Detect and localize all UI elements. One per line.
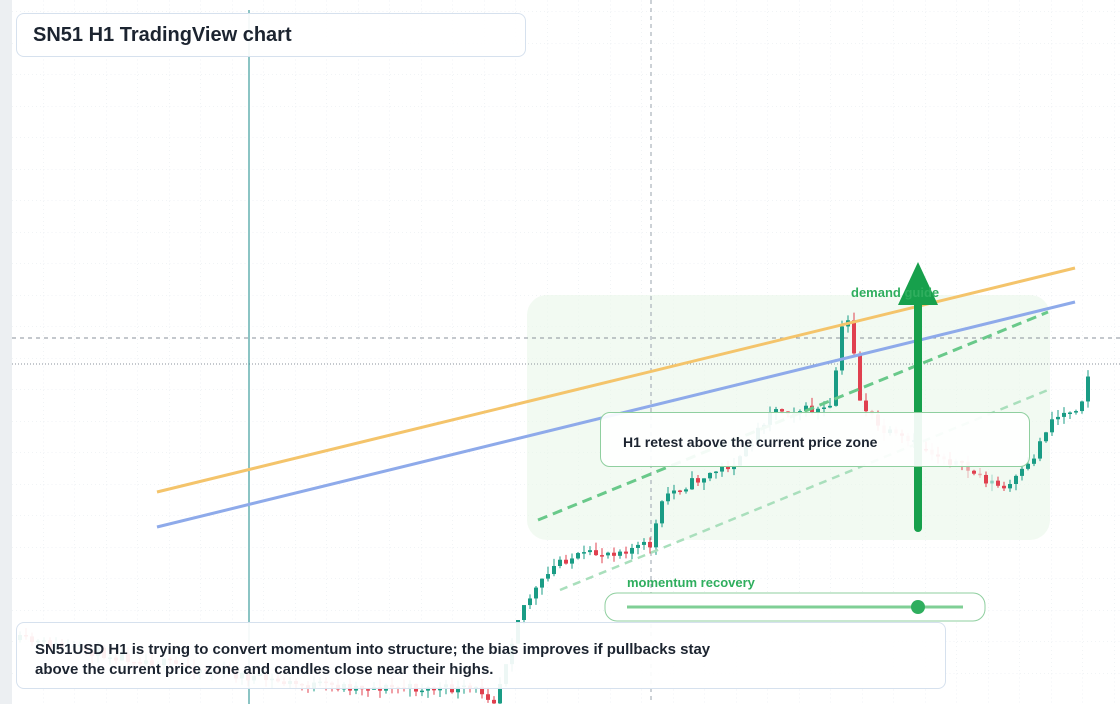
candle-body: [984, 474, 988, 484]
candle-body: [840, 326, 844, 371]
candle-body: [594, 550, 598, 556]
candle-body: [678, 490, 682, 492]
note: SN51USD H1 is trying to convert momentum…: [16, 622, 946, 689]
candle-body: [606, 552, 610, 556]
candle-body: [498, 683, 502, 704]
candle-body: [996, 480, 1000, 486]
slider-knob: [911, 600, 925, 614]
candle-body: [546, 574, 550, 579]
candle-body: [852, 320, 856, 354]
candle-body: [618, 551, 622, 556]
candle-body: [600, 555, 604, 557]
momentum-label: momentum recovery: [627, 575, 755, 590]
candle-body: [1038, 441, 1042, 459]
note-line: SN51USD H1 is trying to convert momentum…: [35, 641, 711, 658]
candle-body: [1080, 401, 1084, 412]
candle-body: [822, 407, 826, 409]
candle-body: [612, 552, 616, 556]
candle-body: [534, 587, 538, 599]
candle-body: [672, 490, 676, 494]
candle-body: [1032, 458, 1036, 464]
candle-body: [576, 553, 580, 559]
candle-body: [1044, 432, 1048, 442]
candle-body: [1086, 376, 1090, 402]
candle-body: [690, 478, 694, 490]
candle-body: [780, 409, 784, 412]
candle-body: [528, 598, 532, 606]
candle-body: [828, 405, 832, 408]
retest-callout: H1 retest above the current price zone: [600, 412, 1030, 467]
candle-body: [726, 466, 730, 470]
candle-body: [558, 559, 562, 566]
candle-body: [804, 405, 808, 412]
side-bar: [0, 0, 12, 704]
candle-body: [684, 489, 688, 492]
note-line: above the current price zone and candles…: [35, 661, 494, 678]
candle-body: [972, 470, 976, 474]
candle-body: [720, 466, 724, 472]
candle-body: [774, 409, 778, 413]
candle-body: [660, 501, 664, 524]
candle-body: [1068, 412, 1072, 414]
candle-body: [1008, 484, 1012, 489]
candle-body: [1074, 411, 1078, 413]
candle-body: [630, 547, 634, 554]
candle-body: [540, 578, 544, 588]
candle-body: [648, 541, 652, 548]
candle-body: [366, 689, 370, 691]
candle-body: [486, 694, 490, 700]
candle-body: [990, 480, 994, 484]
candle-body: [642, 541, 646, 545]
candle-body: [552, 565, 556, 575]
candle-body: [564, 559, 568, 564]
candle-body: [1020, 468, 1024, 476]
arrow-head: [898, 262, 938, 305]
candle-body: [492, 699, 496, 704]
candle-body: [696, 478, 700, 483]
candle-body: [864, 400, 868, 412]
candle-body: [666, 493, 670, 502]
candle-body: [570, 558, 574, 564]
candle-body: [1002, 485, 1006, 489]
candle-body: [1026, 463, 1030, 469]
candle-body: [654, 523, 658, 548]
candle-body: [834, 370, 838, 406]
candle-body: [702, 478, 706, 483]
candle-body: [1050, 419, 1054, 433]
candle-body: [978, 473, 982, 476]
candle-body: [732, 465, 736, 470]
candle-body: [1056, 416, 1060, 420]
candle-body: [420, 690, 424, 693]
candle-body: [480, 686, 484, 695]
candle-body: [456, 686, 460, 693]
candle-body: [636, 544, 640, 548]
candle-body: [714, 471, 718, 474]
candle-body: [522, 605, 526, 620]
title: SN51 H1 TradingView chart: [16, 13, 526, 57]
candle-body: [816, 408, 820, 413]
candle-body: [1062, 412, 1066, 417]
candle-body: [708, 472, 712, 479]
demand-label: demand guide: [851, 285, 940, 300]
candle-body: [588, 550, 592, 553]
candle-body: [858, 353, 862, 401]
candle-body: [624, 551, 628, 554]
candle-body: [1014, 475, 1018, 485]
candle-body: [582, 552, 586, 554]
